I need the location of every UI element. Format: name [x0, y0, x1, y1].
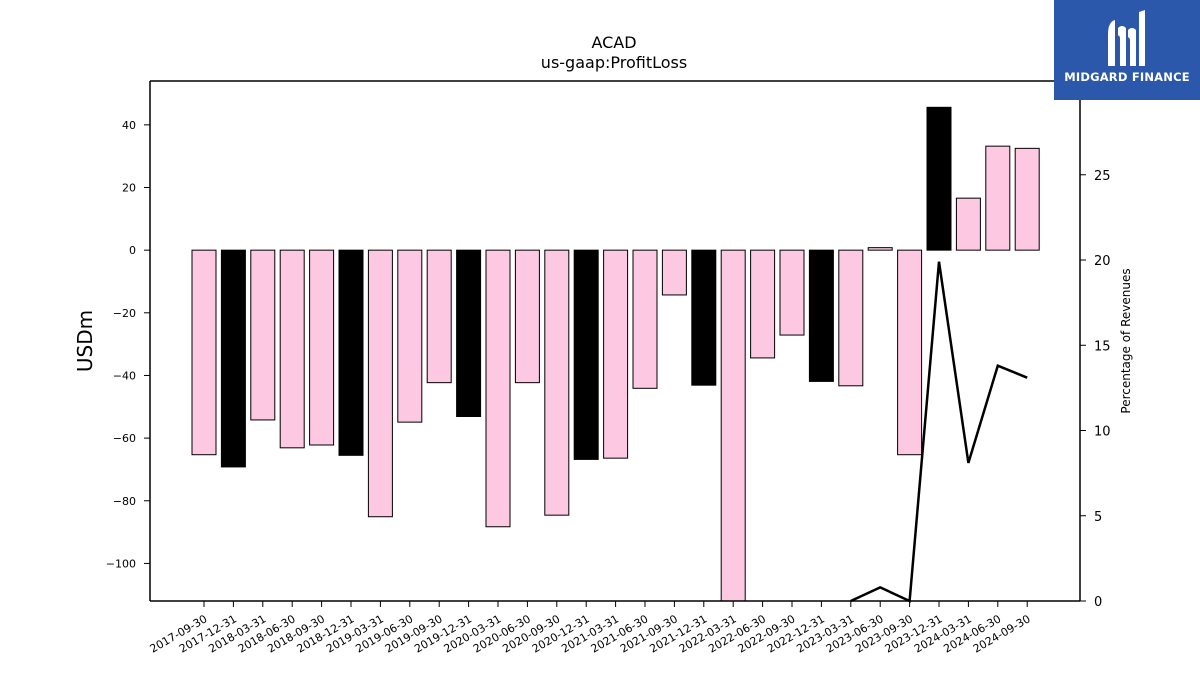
- y-right-tick-label: 10: [1094, 425, 1111, 440]
- bar-2022-06-30: [750, 249, 776, 359]
- bar-2020-03-31: [485, 249, 511, 528]
- line-layer: [850, 261, 1028, 603]
- bar-2022-09-30: [779, 249, 805, 336]
- percentage-line: [850, 261, 1028, 603]
- bar-2021-06-30: [632, 249, 658, 389]
- bar-2024-03-31: [955, 197, 981, 251]
- bar-2018-03-31: [250, 249, 276, 421]
- bar-2021-12-31: [691, 249, 717, 386]
- bar-2021-03-31: [603, 249, 629, 459]
- y-tick-label: 40: [122, 119, 136, 132]
- bar-2023-03-31: [838, 249, 864, 387]
- bar-2021-09-30: [661, 249, 687, 296]
- y-tick-label: −100: [106, 557, 136, 570]
- y-tick-label: 0: [129, 244, 136, 257]
- bar-2023-06-30: [867, 247, 893, 251]
- y-tick-label: −60: [113, 432, 136, 445]
- bar-2024-06-30: [985, 145, 1011, 251]
- brand-logo: MIDGARD FINANCE: [1054, 0, 1200, 100]
- midgard-m-icon: [1108, 10, 1145, 66]
- bar-2022-03-31: [720, 249, 746, 602]
- bar-2017-09-30: [191, 249, 217, 456]
- bar-2019-09-30: [426, 249, 452, 384]
- y-axis-label: USDm: [73, 310, 97, 372]
- chart-subtitle: us-gaap:ProfitLoss: [541, 53, 687, 72]
- y-axis-right-label: Percentage of Revenues: [1119, 268, 1133, 413]
- bar-2017-12-31: [220, 249, 246, 468]
- chart-title: ACAD: [591, 33, 636, 52]
- bar-2018-06-30: [279, 249, 305, 449]
- brand-name: MIDGARD FINANCE: [1064, 70, 1190, 84]
- y-tick-label: −80: [113, 495, 136, 508]
- bars-layer: [191, 106, 1040, 602]
- bar-2019-12-31: [456, 249, 482, 417]
- bar-2023-12-31: [926, 106, 952, 251]
- y-right-tick-label: 25: [1094, 169, 1111, 184]
- bar-2020-06-30: [514, 249, 540, 384]
- bar-2023-09-30: [897, 249, 923, 456]
- y-tick-label: −40: [113, 369, 136, 382]
- y-tick-label: 20: [122, 182, 136, 195]
- bar-2022-12-31: [808, 249, 834, 382]
- y-right-tick-label: 20: [1094, 254, 1111, 269]
- y-right-tick-label: 5: [1094, 510, 1102, 525]
- y-tick-label: −20: [113, 307, 136, 320]
- bar-2018-12-31: [338, 249, 364, 456]
- y-right-tick-label: 0: [1094, 595, 1102, 610]
- y-right-tick-label: 15: [1094, 339, 1111, 354]
- bar-2018-09-30: [309, 249, 335, 446]
- bar-2020-12-31: [573, 249, 599, 460]
- bar-2019-03-31: [367, 249, 393, 518]
- bar-2020-09-30: [544, 249, 570, 516]
- bar-2019-06-30: [397, 249, 423, 423]
- bar-2024-09-30: [1014, 147, 1040, 251]
